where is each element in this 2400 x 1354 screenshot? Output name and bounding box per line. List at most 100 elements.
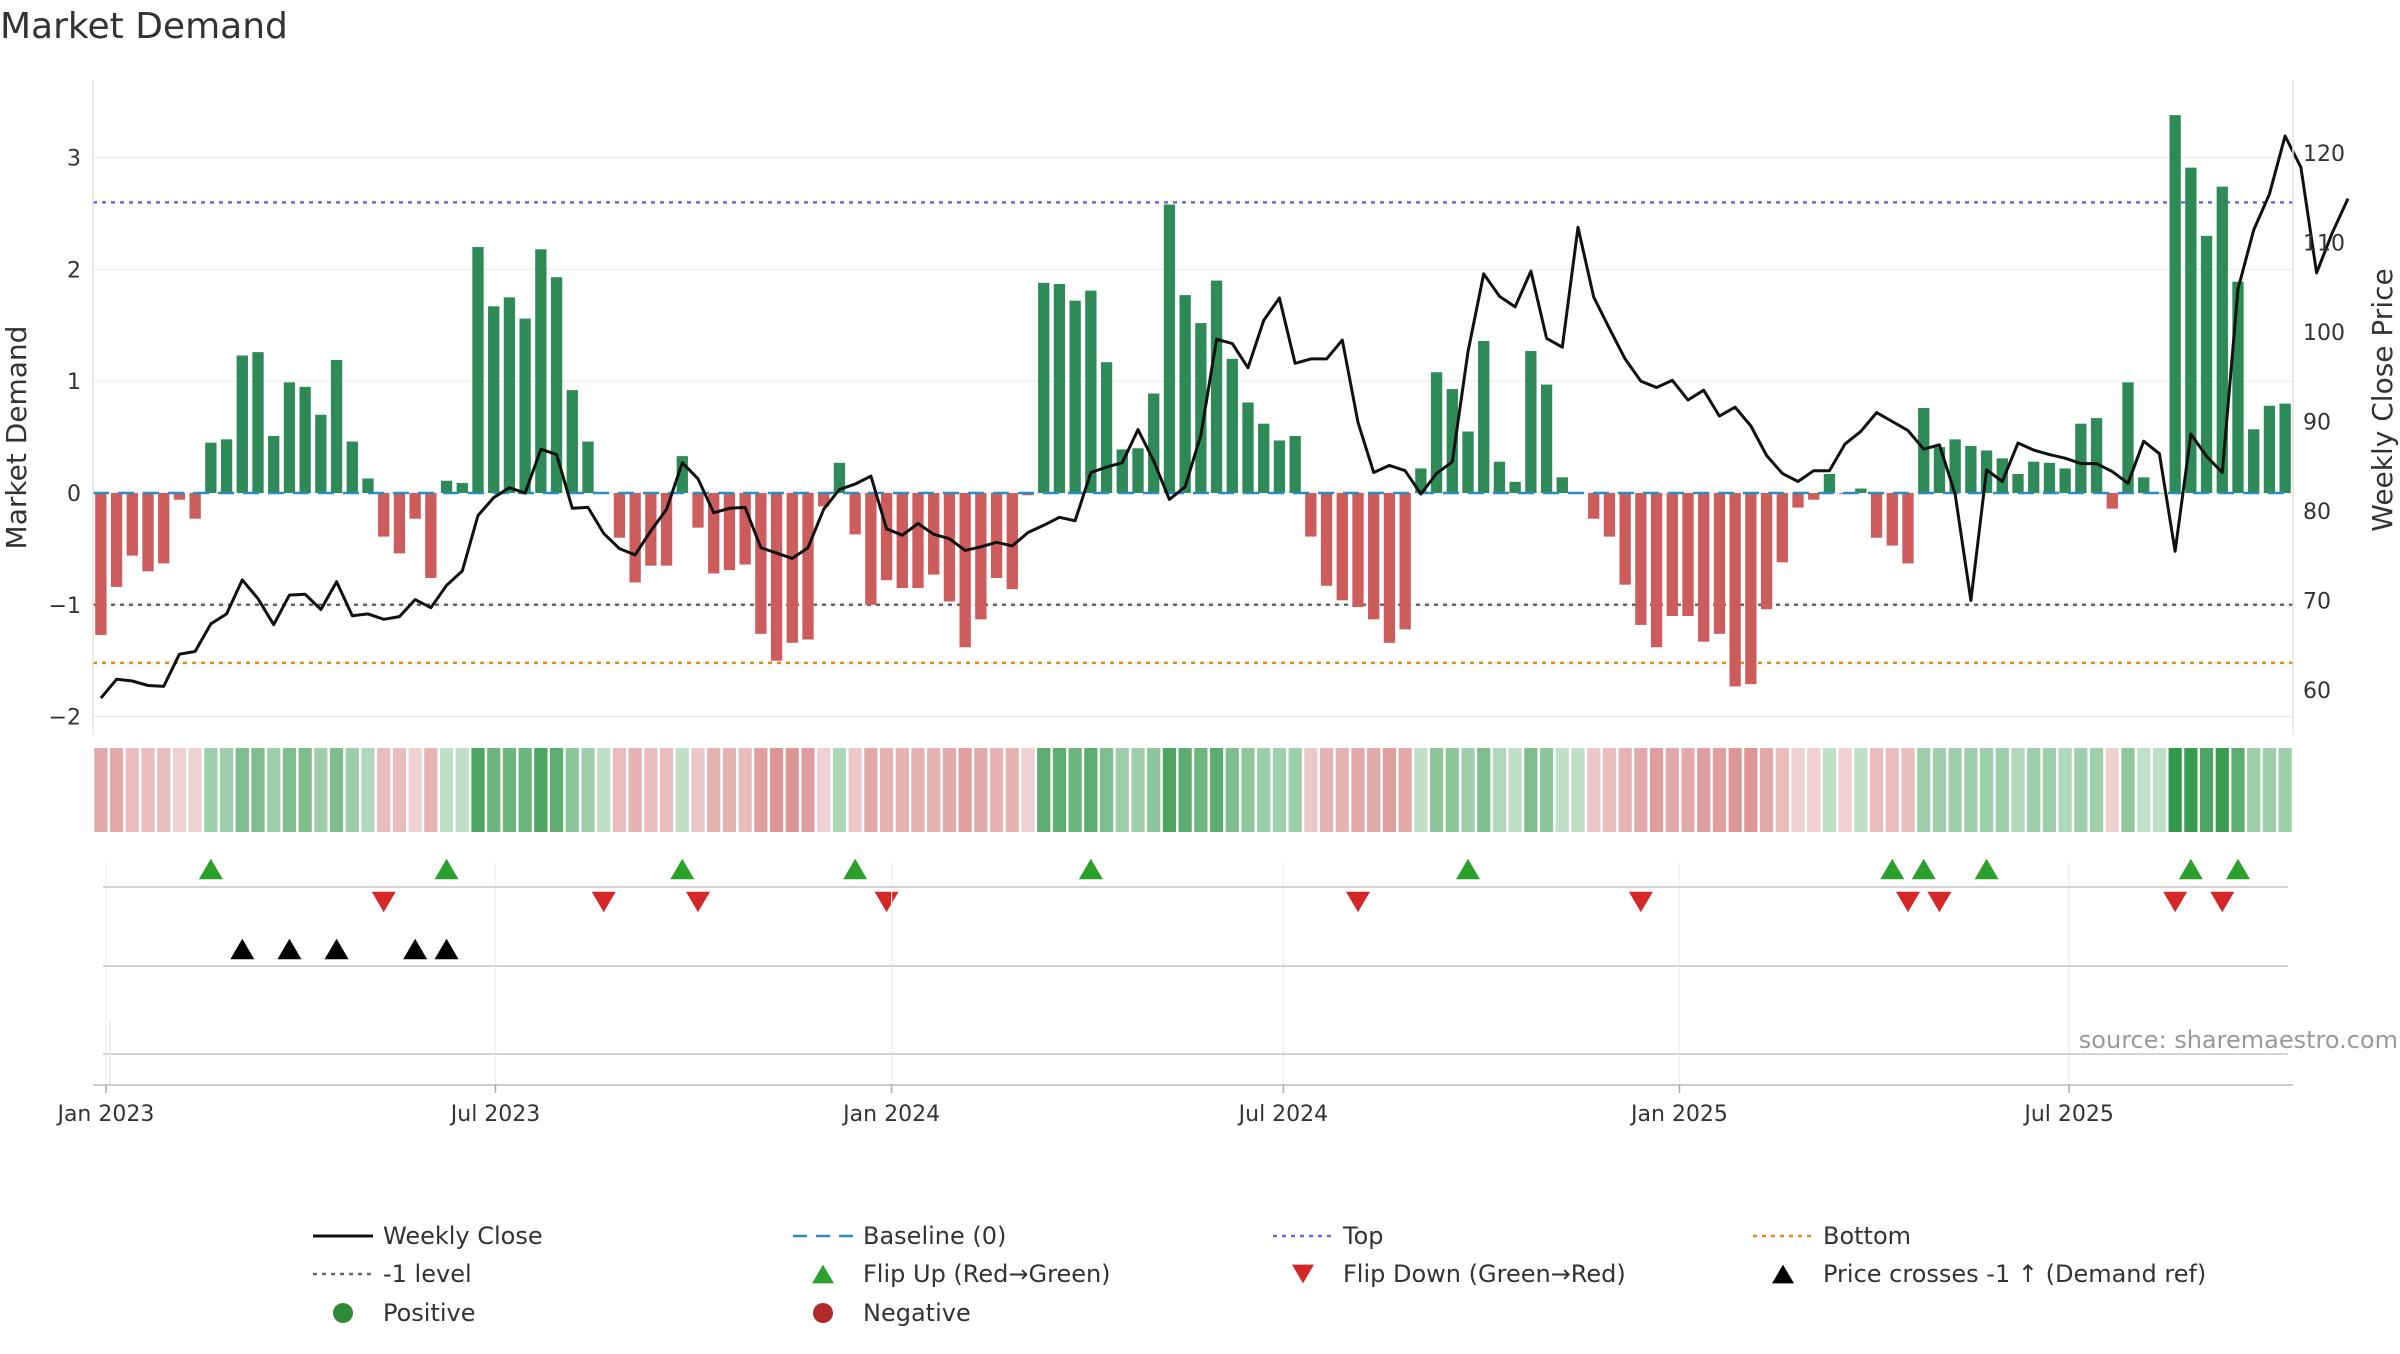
heat-cell — [769, 748, 784, 832]
heat-cell — [1131, 748, 1145, 832]
demand-bar — [1933, 447, 1946, 493]
x-tick-label: Jan 2024 — [841, 1102, 940, 1127]
heat-cell — [785, 748, 799, 832]
heat-cell — [1759, 748, 1774, 832]
heat-cell — [2042, 748, 2057, 832]
x-tick-label: Jan 2023 — [55, 1102, 154, 1127]
heat-cell — [1398, 748, 1412, 832]
demand-bar — [2216, 186, 2228, 493]
demand-bar — [1792, 493, 1804, 508]
heat-cell — [1649, 748, 1664, 832]
demand-bar — [2200, 235, 2213, 494]
heat-cell — [1979, 748, 1994, 832]
demand-bar — [1383, 493, 1396, 643]
heat-cell — [1304, 748, 1318, 832]
heat-cell — [518, 748, 532, 832]
legend-item: Negative — [813, 1299, 971, 1327]
demand-bar — [2185, 167, 2197, 494]
demand-bar — [503, 297, 516, 493]
flip-up-marker — [843, 858, 868, 880]
demand-bar — [1886, 493, 1898, 546]
demand-bar — [2122, 382, 2134, 493]
heat-cell — [1571, 748, 1585, 832]
heat-cell — [204, 748, 218, 832]
demand-bar — [990, 493, 1003, 578]
heat-cell — [314, 748, 328, 832]
demand-heat-strip — [94, 748, 2292, 832]
flip-up-marker — [1880, 858, 1905, 880]
legend-label: Flip Down (Green→Red) — [1343, 1260, 1626, 1288]
demand-bar — [550, 277, 563, 493]
demand-bar — [330, 359, 343, 493]
flip-down-marker — [2210, 891, 2235, 913]
heat-cell — [707, 748, 721, 832]
demand-bar — [1430, 372, 1443, 493]
heat-cell — [2168, 748, 2182, 832]
heat-cell — [2058, 748, 2072, 832]
flip-up-marker — [1078, 858, 1103, 880]
heat-cell — [1429, 748, 1444, 832]
legend: Weekly Close Baseline (0) Top Bottom -1 leve… — [313, 1222, 2206, 1327]
heat-cell — [1869, 748, 1884, 832]
x-tick-label: Jul 2025 — [2022, 1102, 2114, 1127]
demand-bar — [2169, 115, 2181, 493]
heat-cell — [2121, 748, 2135, 832]
heat-cell — [1021, 748, 1035, 832]
demand-bar — [1509, 481, 1521, 493]
demand-bar — [1478, 340, 1490, 493]
legend-item: -1 level — [313, 1260, 472, 1288]
heat-cell — [1005, 748, 1019, 832]
heat-cell — [989, 748, 1004, 832]
demand-bar — [629, 493, 641, 583]
heat-cell — [1115, 748, 1129, 832]
demand-bar — [865, 493, 877, 605]
demand-bar — [660, 493, 673, 566]
heat-cell — [424, 748, 438, 832]
heat-cell — [1367, 748, 1381, 832]
demand-bar — [1038, 282, 1050, 493]
flip-up-marker — [1974, 858, 1999, 880]
heat-cell — [1775, 748, 1789, 832]
heat-cell — [942, 748, 957, 832]
y2-tick-label: 120 — [2303, 142, 2345, 167]
heat-cell — [1052, 748, 1067, 832]
demand-bar — [912, 493, 924, 589]
demand-bar — [1650, 493, 1663, 648]
x-tick-label: Jan 2025 — [1629, 1102, 1728, 1127]
demand-bar — [880, 493, 893, 581]
heat-cell — [1634, 748, 1648, 832]
heat-cell — [109, 748, 124, 832]
weekly-close-series — [99, 134, 2350, 700]
y-tick-label: 1 — [67, 370, 81, 395]
heat-cell — [565, 748, 579, 832]
x-tick-label: Jul 2024 — [1237, 1102, 1329, 1127]
demand-bar — [2248, 429, 2260, 493]
heat-cell — [1618, 748, 1632, 832]
heat-cell — [345, 748, 359, 832]
demand-bar — [849, 493, 861, 535]
demand-bar — [2138, 477, 2150, 493]
demand-bar — [2279, 403, 2291, 493]
heat-cell — [1822, 748, 1837, 832]
axes: −2 −1 0 1 2 3 60 70 80 90 100 110 120 Market Demand We… — [0, 80, 2399, 735]
demand-bar — [2012, 473, 2024, 493]
demand-bar — [472, 247, 484, 493]
demand-bar — [676, 456, 688, 493]
heat-cell — [1194, 748, 1208, 832]
y2-tick-label: 100 — [2303, 321, 2345, 346]
heat-cell — [1697, 748, 1711, 832]
demand-bar — [1760, 493, 1773, 610]
demand-bar — [833, 462, 846, 493]
demand-bar — [205, 442, 217, 493]
price-cross-marker — [434, 938, 459, 960]
heat-cell — [157, 748, 171, 832]
demand-bar — [1399, 493, 1411, 630]
heat-cell — [267, 748, 281, 832]
flip-up-marker — [1911, 858, 1936, 880]
heat-cell — [408, 748, 422, 832]
heat-cell — [361, 748, 375, 832]
heat-cell — [487, 748, 501, 832]
y2-axis-title: Weekly Close Price — [2366, 268, 2399, 531]
demand-bar — [95, 493, 107, 635]
demand-bar — [786, 493, 798, 643]
